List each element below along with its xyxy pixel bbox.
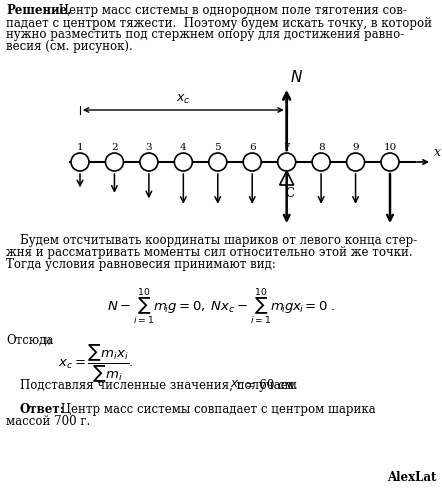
Text: 6: 6	[249, 143, 255, 152]
Text: Тогда условия равновесия принимают вид:: Тогда условия равновесия принимают вид:	[6, 258, 276, 271]
Text: нужно разместить под стержнем опору для достижения равно-: нужно разместить под стержнем опору для …	[6, 28, 404, 41]
Text: 10: 10	[383, 143, 396, 152]
Text: Решение.: Решение.	[6, 4, 71, 17]
Text: $x_C$: $x_C$	[230, 379, 245, 392]
Text: $N - \sum_{i=1}^{10} m_{\!i} g = 0,\; N x_c - \sum_{i=1}^{10} m_{\!i} g x_{\!i} : $N - \sum_{i=1}^{10} m_{\!i} g = 0,\; N …	[107, 286, 335, 327]
Text: Подставляя численные значения, получаем: Подставляя численные значения, получаем	[20, 379, 301, 392]
Text: 3: 3	[145, 143, 152, 152]
Text: массой 700 г.: массой 700 г.	[6, 415, 90, 428]
Circle shape	[243, 153, 261, 171]
Text: 2: 2	[111, 143, 118, 152]
Text: $x_c = \dfrac{\sum m_i x_i}{\sum m_i}.$: $x_c = \dfrac{\sum m_i x_i}{\sum m_i}.$	[58, 342, 133, 384]
Text: Центр масс системы совпадает с центром шарика: Центр масс системы совпадает с центром ш…	[57, 403, 376, 416]
Text: Будем отсчитывать координаты шариков от левого конца стер-: Будем отсчитывать координаты шариков от …	[20, 234, 417, 247]
Circle shape	[347, 153, 365, 171]
Circle shape	[278, 153, 296, 171]
Text: 9: 9	[352, 143, 359, 152]
Circle shape	[106, 153, 123, 171]
Text: 7: 7	[283, 143, 290, 152]
Circle shape	[174, 153, 192, 171]
Text: жня и рассматривать моменты сил относительно этой же точки.: жня и рассматривать моменты сил относите…	[6, 246, 413, 259]
Circle shape	[312, 153, 330, 171]
Text: x: x	[434, 146, 441, 159]
Circle shape	[140, 153, 158, 171]
Text: AlexLat: AlexLat	[387, 471, 436, 484]
Text: 5: 5	[214, 143, 221, 152]
Text: C: C	[285, 187, 294, 200]
Text: 1): 1)	[43, 337, 52, 346]
Text: Центр масс системы в однородном поле тяготения сов-: Центр масс системы в однородном поле тяг…	[55, 4, 407, 17]
Text: $x_c$: $x_c$	[176, 93, 191, 106]
Text: Ответ:: Ответ:	[20, 403, 65, 416]
Text: $N$: $N$	[290, 69, 303, 85]
Text: 1: 1	[77, 143, 83, 152]
Circle shape	[71, 153, 89, 171]
Text: = 60 см.: = 60 см.	[242, 379, 297, 392]
Circle shape	[209, 153, 227, 171]
Text: Отсюда: Отсюда	[6, 334, 53, 347]
Text: 8: 8	[318, 143, 324, 152]
Text: весия (см. рисунок).: весия (см. рисунок).	[6, 40, 133, 53]
Circle shape	[381, 153, 399, 171]
Text: 4: 4	[180, 143, 187, 152]
Text: падает с центром тяжести.  Поэтому будем искать точку, в которой: падает с центром тяжести. Поэтому будем …	[6, 16, 432, 30]
